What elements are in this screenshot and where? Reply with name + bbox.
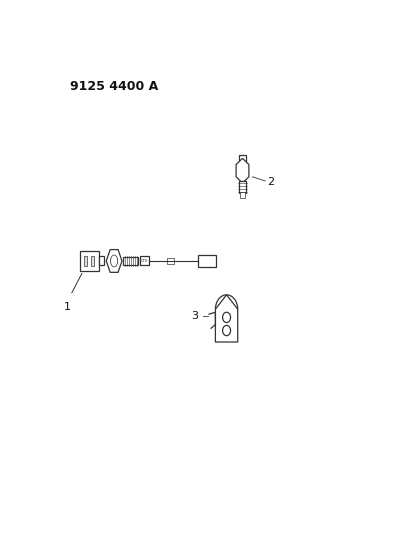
Polygon shape bbox=[106, 249, 122, 272]
Ellipse shape bbox=[223, 325, 231, 336]
Circle shape bbox=[111, 256, 118, 265]
Text: 1: 1 bbox=[64, 302, 71, 312]
Text: CTD: CTD bbox=[141, 259, 148, 263]
FancyBboxPatch shape bbox=[199, 255, 216, 266]
Bar bbox=[91, 255, 94, 266]
Bar bbox=[239, 181, 246, 193]
Text: 3: 3 bbox=[192, 311, 199, 321]
Polygon shape bbox=[236, 158, 249, 183]
Bar bbox=[99, 256, 104, 265]
Polygon shape bbox=[215, 295, 238, 342]
Bar bbox=[166, 257, 173, 264]
Text: 2: 2 bbox=[267, 177, 274, 187]
FancyBboxPatch shape bbox=[80, 251, 99, 271]
Bar bbox=[123, 257, 138, 265]
Bar bbox=[84, 255, 87, 266]
FancyBboxPatch shape bbox=[139, 256, 149, 265]
Ellipse shape bbox=[111, 255, 118, 267]
Bar bbox=[239, 155, 246, 166]
Ellipse shape bbox=[223, 312, 231, 322]
Text: 9125 4400 A: 9125 4400 A bbox=[71, 80, 159, 93]
Bar bbox=[240, 192, 245, 198]
